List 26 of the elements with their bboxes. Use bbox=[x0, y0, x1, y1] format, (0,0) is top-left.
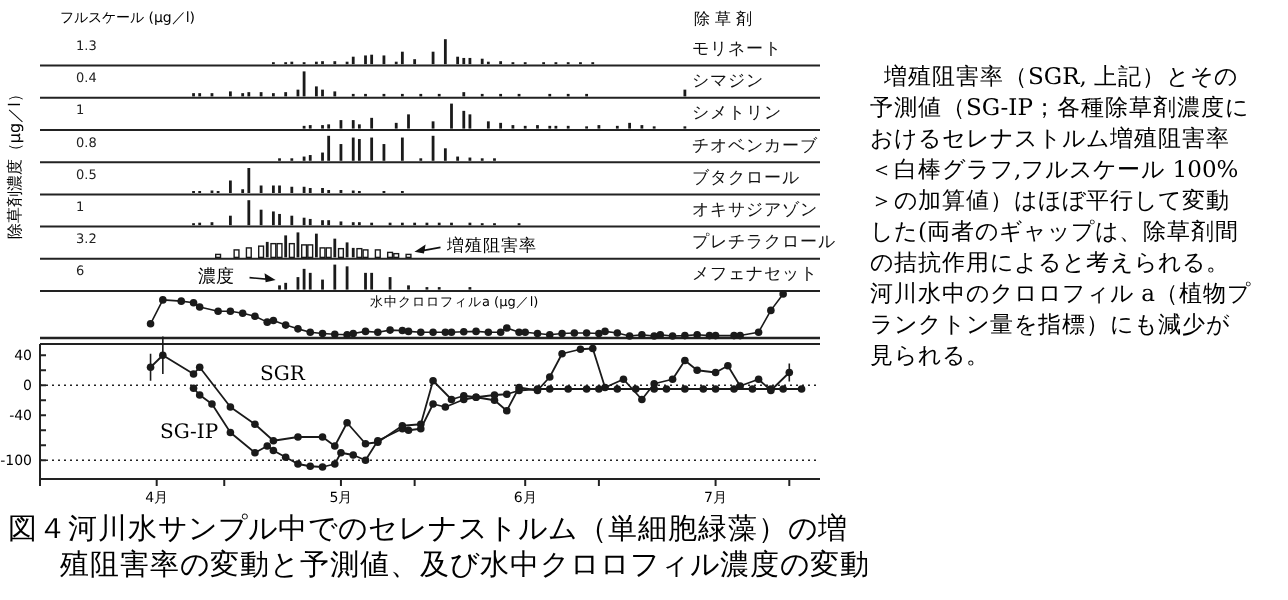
text: の拮抗作用によると考えられる。 bbox=[870, 248, 1230, 276]
text: 予測値（SG-IP；各種除草剤濃度に bbox=[870, 93, 1249, 121]
text: 河川水中のクロロフィル a（植物プ bbox=[870, 279, 1254, 307]
text: 増殖阻害率（SGR, 上記）とその bbox=[882, 62, 1239, 90]
annotation: 増殖阻害率 bbox=[444, 235, 537, 258]
chart-title: モリネート bbox=[692, 40, 782, 60]
series-label: SGR bbox=[260, 364, 306, 386]
chart-title: チオベンカーブ bbox=[692, 134, 820, 157]
text: 殖阻害率の変動と予測値、及び水中クロロフィル濃度の変動 bbox=[60, 548, 870, 582]
chart-title: プレチラクロール bbox=[692, 231, 836, 254]
chart-title: オキサジアゾン bbox=[692, 199, 818, 221]
text: おけるセレナストルム増殖阻害率 bbox=[870, 124, 1230, 152]
text: 除 草 剤 bbox=[694, 10, 753, 28]
text: ＞の加算値）はほぼ平行して変動 bbox=[870, 186, 1230, 214]
chart-title: シマジン bbox=[692, 72, 764, 93]
series-label: SG-IP bbox=[160, 422, 219, 444]
chart-title: ブタクロール bbox=[692, 166, 800, 189]
caption: 図４河川水サンプル中でのセレナストルム（単細胞緑藻）の増 bbox=[8, 512, 848, 546]
text: 見られる。 bbox=[870, 341, 990, 369]
text: した(両者のギャップは、除草剤間 bbox=[870, 217, 1239, 245]
chart-title: シメトリン bbox=[692, 104, 782, 125]
chart-title: メフェナセット bbox=[692, 265, 818, 286]
text: ＜白棒グラフ,フルスケール 100% bbox=[870, 155, 1239, 183]
text: ランクトン量を指標）にも減少が bbox=[870, 310, 1232, 338]
annotation: 濃度 bbox=[197, 265, 234, 288]
y-axis-title: 除草剤濃度（μg／l） bbox=[6, 86, 24, 240]
